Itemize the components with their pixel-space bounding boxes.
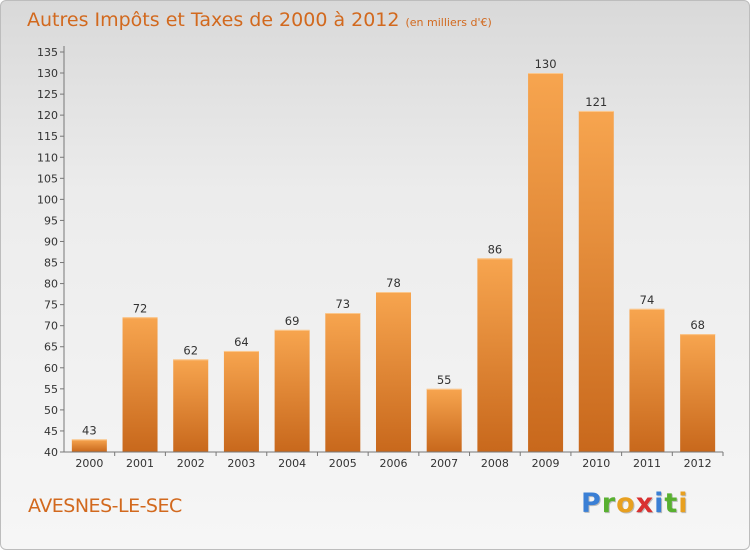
y-tick-label: 65	[44, 341, 58, 354]
logo-letter: x	[635, 488, 655, 519]
chart-title-text: Autres Impôts et Taxes de 2000 à 2012	[27, 9, 400, 31]
y-tick-label: 95	[44, 214, 58, 227]
logo-letter: o	[616, 488, 636, 519]
logo-letter: t	[664, 488, 679, 519]
bar-value-label: 68	[690, 318, 705, 332]
bar-2000	[71, 439, 107, 452]
y-tick-label: 110	[37, 151, 58, 164]
x-tick-label: 2009	[532, 457, 560, 470]
chart-subtitle: (en milliers d'€)	[405, 16, 492, 29]
bar-2009	[528, 73, 564, 452]
bar-2003	[223, 350, 259, 452]
y-tick-label: 40	[44, 446, 58, 459]
proxiti-logo: Proxiti	[581, 488, 689, 519]
y-tick-label: 105	[37, 172, 58, 185]
bar-value-label: 43	[82, 423, 97, 437]
bar-value-label: 64	[234, 335, 249, 349]
y-tick-label: 100	[37, 193, 58, 206]
y-tick-label: 50	[44, 404, 58, 417]
commune-name: AVESNES-LE-SEC	[28, 495, 182, 517]
y-tick-label: 115	[37, 130, 58, 143]
logo-letter: i	[654, 488, 665, 519]
bar-value-label: 69	[285, 314, 300, 328]
bar-2006	[376, 292, 411, 452]
y-tick-label: 85	[44, 257, 58, 270]
y-tick-label: 60	[44, 362, 58, 375]
bar-value-label: 62	[183, 343, 198, 357]
x-tick-label: 2007	[430, 457, 458, 470]
y-tick-label: 90	[44, 235, 58, 248]
bar-value-label: 130	[535, 57, 557, 71]
x-tick-label: 2002	[177, 457, 205, 470]
logo-letter: r	[601, 488, 617, 519]
x-tick-label: 2004	[278, 457, 306, 470]
bar-value-label: 74	[640, 293, 655, 307]
bar-value-label: 55	[437, 373, 452, 387]
y-tick-label: 120	[37, 109, 58, 122]
x-tick-label: 2003	[227, 457, 255, 470]
y-tick-label: 55	[44, 383, 58, 396]
x-tick-label: 2005	[329, 457, 357, 470]
bar-2011	[629, 308, 665, 452]
bar-2001	[122, 317, 158, 452]
bar-value-label: 121	[585, 95, 607, 109]
logo-letter: P	[581, 488, 602, 519]
bar-2005	[325, 313, 361, 452]
bar-value-label: 73	[335, 297, 350, 311]
x-tick-label: 2006	[380, 457, 408, 470]
x-tick-label: 2001	[126, 457, 154, 470]
bar-value-label: 78	[386, 276, 401, 290]
bar-2007	[426, 388, 462, 452]
x-tick-label: 2000	[75, 457, 103, 470]
x-tick-label: 2008	[481, 457, 509, 470]
x-tick-label: 2010	[582, 457, 610, 470]
bar-value-label: 72	[133, 301, 148, 315]
bar-2002	[173, 359, 209, 452]
bar-2012	[680, 334, 716, 452]
logo-letter: i	[678, 488, 689, 519]
y-tick-label: 80	[44, 278, 58, 291]
bar-value-label: 86	[488, 242, 503, 256]
x-tick-label: 2012	[684, 457, 712, 470]
y-tick-label: 70	[44, 320, 58, 333]
x-tick-label: 2011	[633, 457, 661, 470]
plot-area: 40 45 50 55 60 65 70 75 80 85 90 95 100 105 110 115 120 1…	[37, 46, 724, 470]
chart-title: Autres Impôts et Taxes de 2000 à 2012 (en…	[27, 9, 492, 31]
y-tick-label: 75	[44, 299, 58, 312]
bar-2008	[477, 258, 513, 452]
bar-2004	[274, 329, 310, 452]
y-tick-label: 45	[44, 425, 58, 438]
y-tick-label: 135	[37, 46, 58, 59]
y-tick-label: 125	[37, 88, 58, 101]
y-tick-label: 130	[37, 67, 58, 80]
bar-2010	[578, 110, 614, 453]
